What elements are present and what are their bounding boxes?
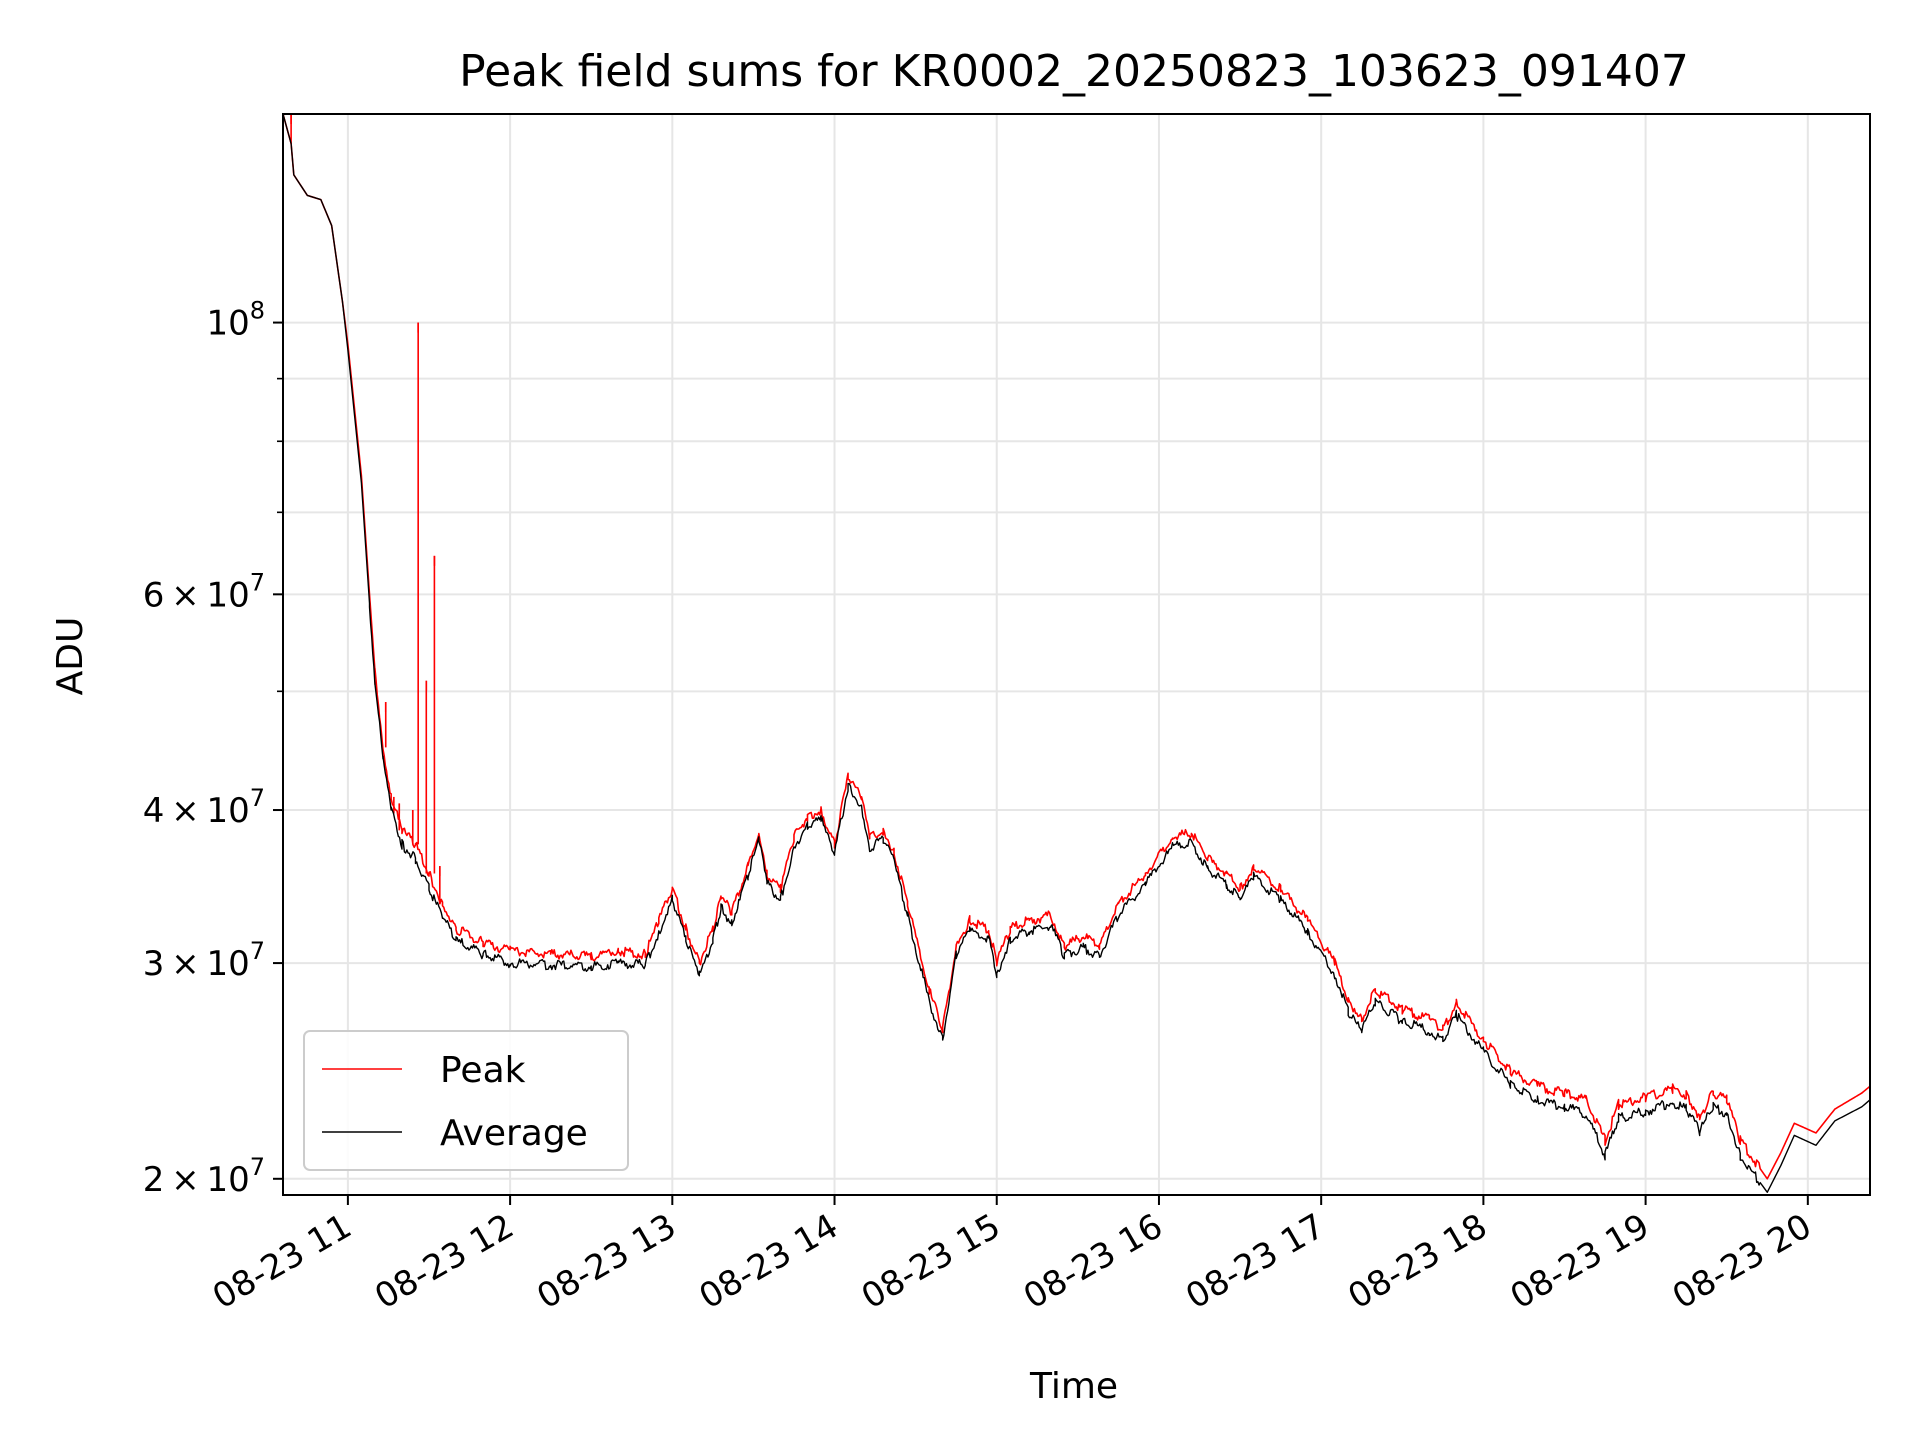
y-tick-label: 108 xyxy=(206,297,265,344)
plot-frame xyxy=(282,113,1871,1196)
y-tick-label: 3 × 107 xyxy=(143,937,265,984)
series-clip-group xyxy=(283,114,1870,1193)
series-line-average xyxy=(283,114,1870,1193)
plot-area xyxy=(283,114,1870,1195)
legend-box xyxy=(303,1030,629,1171)
legend-label-average: Average xyxy=(440,1113,588,1154)
y-axis-label: ADU xyxy=(50,617,91,696)
legend: Peak Average xyxy=(303,1030,629,1171)
series-line-peak xyxy=(283,114,1870,1180)
x-axis-label: Time xyxy=(1029,1366,1118,1407)
y-tick-label: 2 × 107 xyxy=(143,1153,265,1200)
legend-label-peak: Peak xyxy=(440,1050,526,1091)
series-layer xyxy=(283,114,1870,1193)
y-tick-label: 4 × 107 xyxy=(143,784,265,831)
y-tick-label: 6 × 107 xyxy=(143,568,265,615)
chart-title: Peak field sums for KR0002_20250823_1036… xyxy=(459,46,1689,97)
grid xyxy=(283,114,1870,1195)
